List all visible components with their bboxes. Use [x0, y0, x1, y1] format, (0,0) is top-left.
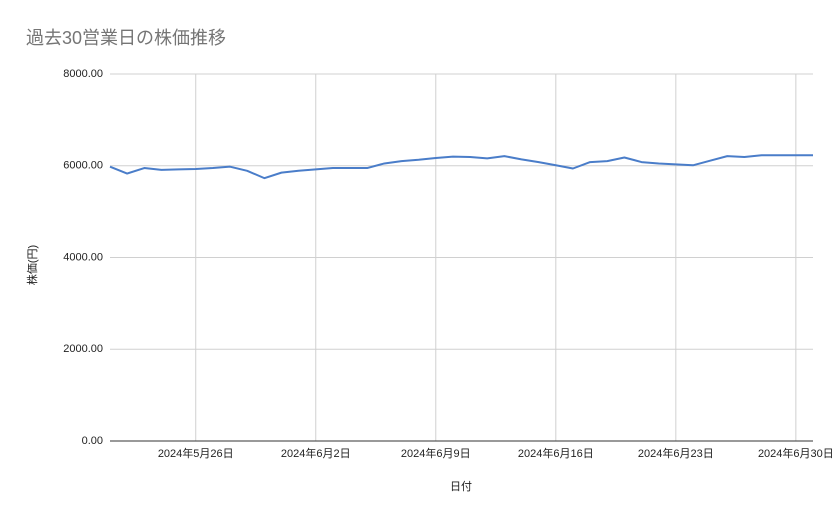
y-tick-label: 2000.00 — [63, 343, 103, 355]
x-tick-label: 2024年5月26日 — [158, 446, 234, 460]
line-series — [109, 154, 813, 180]
x-axis-title: 日付 — [450, 480, 472, 493]
y-tick-label: 0.00 — [82, 435, 103, 447]
y-axis-title: 株価(円) — [25, 245, 39, 285]
x-tick-label: 2024年6月23日 — [638, 446, 714, 460]
x-tick-label: 2024年6月16日 — [518, 446, 594, 460]
y-tick-label: 8000.00 — [63, 68, 103, 80]
y-tick-label: 6000.00 — [63, 160, 103, 172]
y-tick-label: 4000.00 — [63, 251, 103, 263]
x-tick-label: 2024年6月2日 — [281, 446, 351, 460]
x-tick-label: 2024年6月30日 — [758, 446, 834, 460]
x-tick-label: 2024年6月9日 — [401, 446, 471, 460]
chart-title: 過去30営業日の株価推移 — [26, 28, 226, 48]
